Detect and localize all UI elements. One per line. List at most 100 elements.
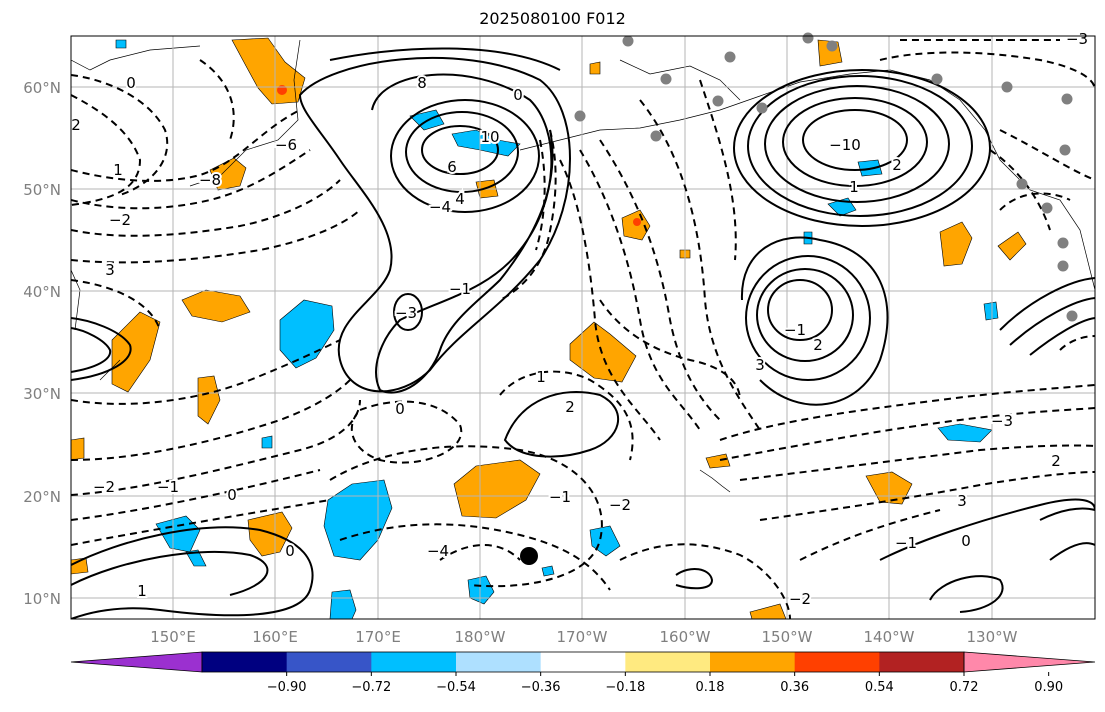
coastlines <box>71 39 1095 493</box>
orange-patch <box>209 157 247 191</box>
cyan-patch <box>155 515 201 553</box>
contour-labels: 021−2381064−4−3−10−6−8−1021−123210−2−32−… <box>69 28 1090 610</box>
colorbar-segment <box>202 652 288 672</box>
colorbar: −0.90 −0.72 −0.54 −0.36 −0.18 0.18 0.36 0.54 0.7… <box>70 651 1096 695</box>
orange-patch <box>589 61 601 75</box>
contour-label: −4 <box>429 198 451 216</box>
colorbar-label: 0.90 <box>1034 680 1063 695</box>
orange-patch <box>705 453 731 469</box>
colorbar-label: 0.72 <box>950 680 979 695</box>
cyan-patch <box>937 423 993 443</box>
solid-contours <box>71 47 1095 619</box>
colorbar-label: −0.54 <box>436 680 476 695</box>
contour-label: −1 <box>449 280 471 298</box>
colorbar-label: −0.72 <box>351 680 391 695</box>
longitude-label: 130°W <box>967 628 1018 646</box>
colorbar-segment <box>540 652 626 672</box>
orange-patch <box>247 511 293 557</box>
contour-label: −2 <box>789 590 811 608</box>
colorbar-label: −0.36 <box>521 680 561 695</box>
contour-label: −2 <box>93 478 115 496</box>
contour-label: 2 <box>1051 452 1061 470</box>
colorbar-extend-low <box>70 651 203 673</box>
contour-label: 10 <box>480 128 499 146</box>
contour-label: −1 <box>157 478 179 496</box>
colorbar-segment <box>371 652 457 672</box>
contour-label: 2 <box>565 398 575 416</box>
cyan-patch <box>115 39 127 49</box>
contour-label: −1 <box>549 488 571 506</box>
contour-label: 1 <box>113 161 123 179</box>
longitude-label: 160°W <box>660 628 711 646</box>
orange-patch <box>939 221 973 267</box>
red-spot <box>633 218 641 226</box>
colorbar-segment <box>794 652 880 672</box>
cyan-patch <box>185 549 207 567</box>
longitude-label: 180°W <box>455 628 506 646</box>
contour-label: 2 <box>892 156 902 174</box>
contour-label: 2 <box>71 116 81 134</box>
colorbar-frame <box>201 651 965 673</box>
contour-label: 3 <box>105 261 115 279</box>
graticule <box>71 36 1095 619</box>
colorbar-segment <box>286 652 372 672</box>
colorbar-segment <box>456 652 542 672</box>
contour-label: −3 <box>991 412 1013 430</box>
contour-label: −3 <box>1066 30 1088 48</box>
latitude-label: 20°N <box>23 488 61 506</box>
cyan-patch <box>279 299 335 369</box>
longitude-label: 170°W <box>557 628 608 646</box>
station-markers <box>574 32 1078 322</box>
longitude-labels: 150°E 160°E 170°E 180°W 170°W 160°W 150°W 140°W… <box>150 628 1017 646</box>
longitude-label: 160°E <box>252 628 298 646</box>
orange-patch <box>181 289 251 323</box>
longitude-label: 140°W <box>864 628 915 646</box>
latitude-label: 40°N <box>23 283 61 301</box>
plot-frame <box>70 35 1096 620</box>
contour-label: −1 <box>895 534 917 552</box>
cyan-patch <box>329 589 357 619</box>
latitude-labels: 60°N 50°N 40°N 30°N 20°N 10°N <box>23 79 61 608</box>
orange-patch <box>71 437 85 461</box>
contour-label: −2 <box>609 496 631 514</box>
contour-label: −8 <box>199 171 221 189</box>
contour-label: 0 <box>285 542 295 560</box>
latitude-label: 50°N <box>23 181 61 199</box>
colorbar-label: 0.54 <box>865 680 894 695</box>
contour-label: 0 <box>227 486 237 504</box>
contour-label: 0 <box>961 532 971 550</box>
orange-patch <box>749 603 787 619</box>
longitude-label: 170°E <box>355 628 401 646</box>
dashed-contours <box>71 38 1095 619</box>
orange-patch <box>569 321 637 383</box>
contour-label: −2 <box>109 211 131 229</box>
contour-label: 1 <box>137 582 147 600</box>
cyan-patch <box>261 435 273 449</box>
colorbar-label: −0.18 <box>605 680 645 695</box>
contour-label: −1 <box>784 321 806 339</box>
contour-label: −10 <box>829 136 861 154</box>
contour-label: −4 <box>427 542 449 560</box>
orange-patch <box>111 311 161 393</box>
contour-label: −6 <box>275 136 297 154</box>
contour-label: 0 <box>126 74 136 92</box>
map-title: 2025080100 F012 <box>479 9 626 28</box>
plot-background <box>71 36 1095 619</box>
orange-patch <box>197 375 221 425</box>
colorbar-extend-high <box>963 651 1096 673</box>
latitude-label: 60°N <box>23 79 61 97</box>
colorbar-label: 0.18 <box>696 680 725 695</box>
contour-label: 6 <box>447 158 457 176</box>
contour-label: 8 <box>417 74 427 92</box>
shading-layer <box>71 37 1027 619</box>
contour-label: 0 <box>395 400 405 418</box>
longitude-label: 150°E <box>150 628 196 646</box>
orange-patch <box>453 459 541 519</box>
contour-label: 1 <box>536 368 546 386</box>
colorbar-segment <box>879 652 965 672</box>
contour-label: −3 <box>395 304 417 322</box>
latitude-label: 30°N <box>23 385 61 403</box>
contour-label: 0 <box>513 86 523 104</box>
contour-label: 3 <box>755 356 765 374</box>
